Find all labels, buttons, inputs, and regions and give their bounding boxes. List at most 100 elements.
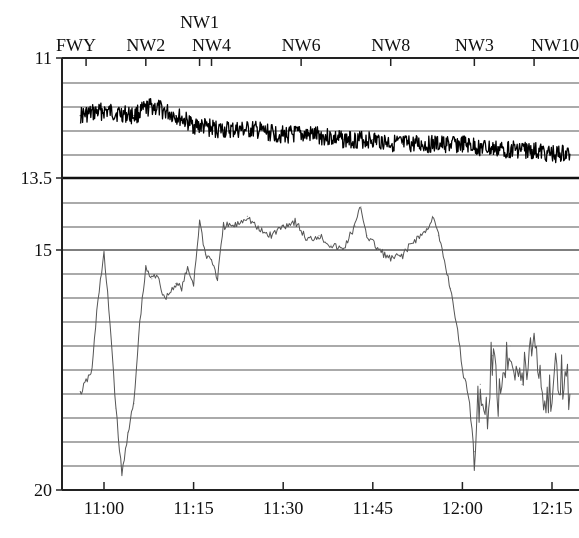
data-point (474, 451, 475, 452)
data-point (259, 230, 260, 231)
data-point (462, 144, 463, 145)
data-point (498, 393, 499, 394)
data-point (307, 240, 308, 241)
data-point (157, 273, 158, 274)
data-point (313, 134, 314, 135)
data-point (80, 115, 81, 116)
data-point (145, 269, 146, 270)
data-point (133, 403, 134, 404)
y-tick-label: 13.5 (21, 168, 53, 188)
data-point (366, 235, 367, 236)
event-label: NW3 (455, 35, 494, 55)
data-point (569, 153, 570, 154)
data-point (432, 144, 433, 145)
x-tick-label: 12:15 (531, 498, 572, 518)
y-tick-label: 11 (35, 48, 52, 68)
data-point (103, 254, 104, 255)
data-point (283, 134, 284, 135)
grid-lines (62, 83, 579, 466)
data-point (330, 245, 331, 246)
data-point (169, 293, 170, 294)
data-point (545, 408, 546, 409)
data-point (92, 369, 93, 370)
data-point (175, 283, 176, 284)
data-point (342, 139, 343, 140)
data-point (354, 225, 355, 226)
data-point (103, 110, 104, 111)
event-label: NW2 (126, 35, 165, 55)
event-label: NW8 (371, 35, 410, 55)
event-label: NW1 (180, 12, 219, 32)
data-point (569, 393, 570, 394)
data-point (390, 259, 391, 260)
data-point (295, 221, 296, 222)
data-point (175, 115, 176, 116)
data-point (432, 216, 433, 217)
data-point (402, 254, 403, 255)
data-point (492, 149, 493, 150)
x-tick-label: 11:15 (173, 498, 213, 518)
data-point (205, 254, 206, 255)
data-point (468, 393, 469, 394)
data-point (187, 269, 188, 270)
data-point (181, 288, 182, 289)
x-tick-label: 11:30 (263, 498, 303, 518)
data-point (163, 297, 164, 298)
data-point (318, 235, 319, 236)
data-point (109, 321, 110, 322)
data-point (139, 321, 140, 322)
data-point (253, 129, 254, 130)
data-point (271, 235, 272, 236)
data-point (97, 297, 98, 298)
data-point (462, 369, 463, 370)
data-point (223, 225, 224, 226)
data-point (414, 240, 415, 241)
data-point (557, 369, 558, 370)
data-point (480, 384, 481, 385)
x-tick-label: 12:00 (442, 498, 483, 518)
data-point (283, 225, 284, 226)
data-point (133, 115, 134, 116)
data-point (342, 249, 343, 250)
data-point (115, 408, 116, 409)
event-label: NW6 (282, 35, 321, 55)
data-point (80, 393, 81, 394)
x-tick-label: 11:00 (84, 498, 124, 518)
data-point (378, 249, 379, 250)
data-point (456, 321, 457, 322)
data-point (551, 153, 552, 154)
data-point (522, 149, 523, 150)
data-point (151, 278, 152, 279)
data-point (510, 345, 511, 346)
data-point (121, 475, 122, 476)
data-point (217, 278, 218, 279)
data-point (199, 221, 200, 222)
data-point (235, 225, 236, 226)
series-line (80, 207, 570, 475)
data-point (223, 129, 224, 130)
data-point (247, 216, 248, 217)
event-label: NW10 (531, 35, 579, 55)
data-point (151, 105, 152, 106)
data-point (438, 235, 439, 236)
data-point (426, 230, 427, 231)
data-point (492, 355, 493, 356)
data-point (450, 288, 451, 289)
data-point (372, 139, 373, 140)
y-tick-label: 15 (34, 240, 52, 260)
data-point (360, 206, 361, 207)
event-label: NW4 (192, 35, 231, 55)
data-point (127, 432, 128, 433)
data-point (534, 336, 535, 337)
x-tick-label: 11:45 (353, 498, 393, 518)
data-point (193, 283, 194, 284)
data-point (211, 259, 212, 260)
data-point (486, 417, 487, 418)
y-tick-label: 20 (34, 480, 52, 500)
data-point (522, 384, 523, 385)
data-point (402, 144, 403, 145)
data-point (193, 125, 194, 126)
event-label: FWY (56, 35, 96, 55)
